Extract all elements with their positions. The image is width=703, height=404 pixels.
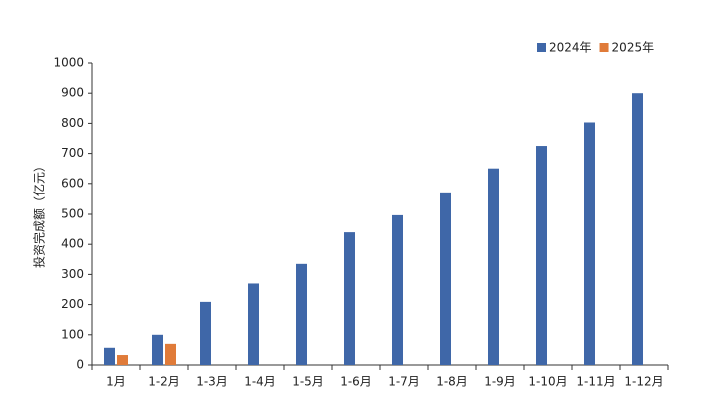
bar <box>165 343 176 365</box>
x-tick-label: 1-9月 <box>484 375 516 389</box>
x-tick-label: 1-12月 <box>624 375 663 389</box>
y-tick-label: 700 <box>61 146 84 160</box>
y-tick-label: 600 <box>61 176 84 190</box>
bar <box>488 168 499 365</box>
x-tick-label: 1-8月 <box>436 375 468 389</box>
bar <box>117 355 128 365</box>
y-tick-label: 800 <box>61 116 84 130</box>
y-tick-label: 1000 <box>53 56 84 70</box>
legend-swatch <box>599 43 609 52</box>
y-tick-label: 300 <box>61 267 84 281</box>
bar <box>440 192 451 365</box>
x-tick-label: 1-5月 <box>292 375 324 389</box>
bar <box>248 283 259 365</box>
x-tick-label: 1-10月 <box>528 375 567 389</box>
bar <box>536 146 547 365</box>
legend-swatch <box>537 43 546 52</box>
x-tick-label: 1月 <box>106 375 126 389</box>
bar <box>200 301 211 365</box>
y-tick-label: 400 <box>61 237 84 251</box>
legend-label: 2024年 <box>549 41 592 55</box>
bar <box>392 214 403 365</box>
y-tick-label: 900 <box>61 86 84 100</box>
y-tick-label: 200 <box>61 297 84 311</box>
y-tick-label: 500 <box>61 207 84 221</box>
y-tick-label: 0 <box>76 358 84 372</box>
x-tick-label: 1-2月 <box>148 375 180 389</box>
bar <box>152 334 163 365</box>
x-tick-label: 1-7月 <box>388 375 420 389</box>
bar <box>296 263 307 365</box>
x-tick-label: 1-6月 <box>340 375 372 389</box>
bar <box>584 122 595 365</box>
bar <box>344 232 355 365</box>
bar <box>632 93 643 365</box>
x-tick-label: 1-3月 <box>196 375 228 389</box>
y-axis-title: 投资完成额（亿元） <box>32 160 47 268</box>
y-tick-label: 100 <box>61 327 84 341</box>
x-tick-label: 1-4月 <box>244 375 276 389</box>
legend-label: 2025年 <box>612 41 655 55</box>
bar <box>104 347 115 365</box>
x-tick-label: 1-11月 <box>576 375 615 389</box>
